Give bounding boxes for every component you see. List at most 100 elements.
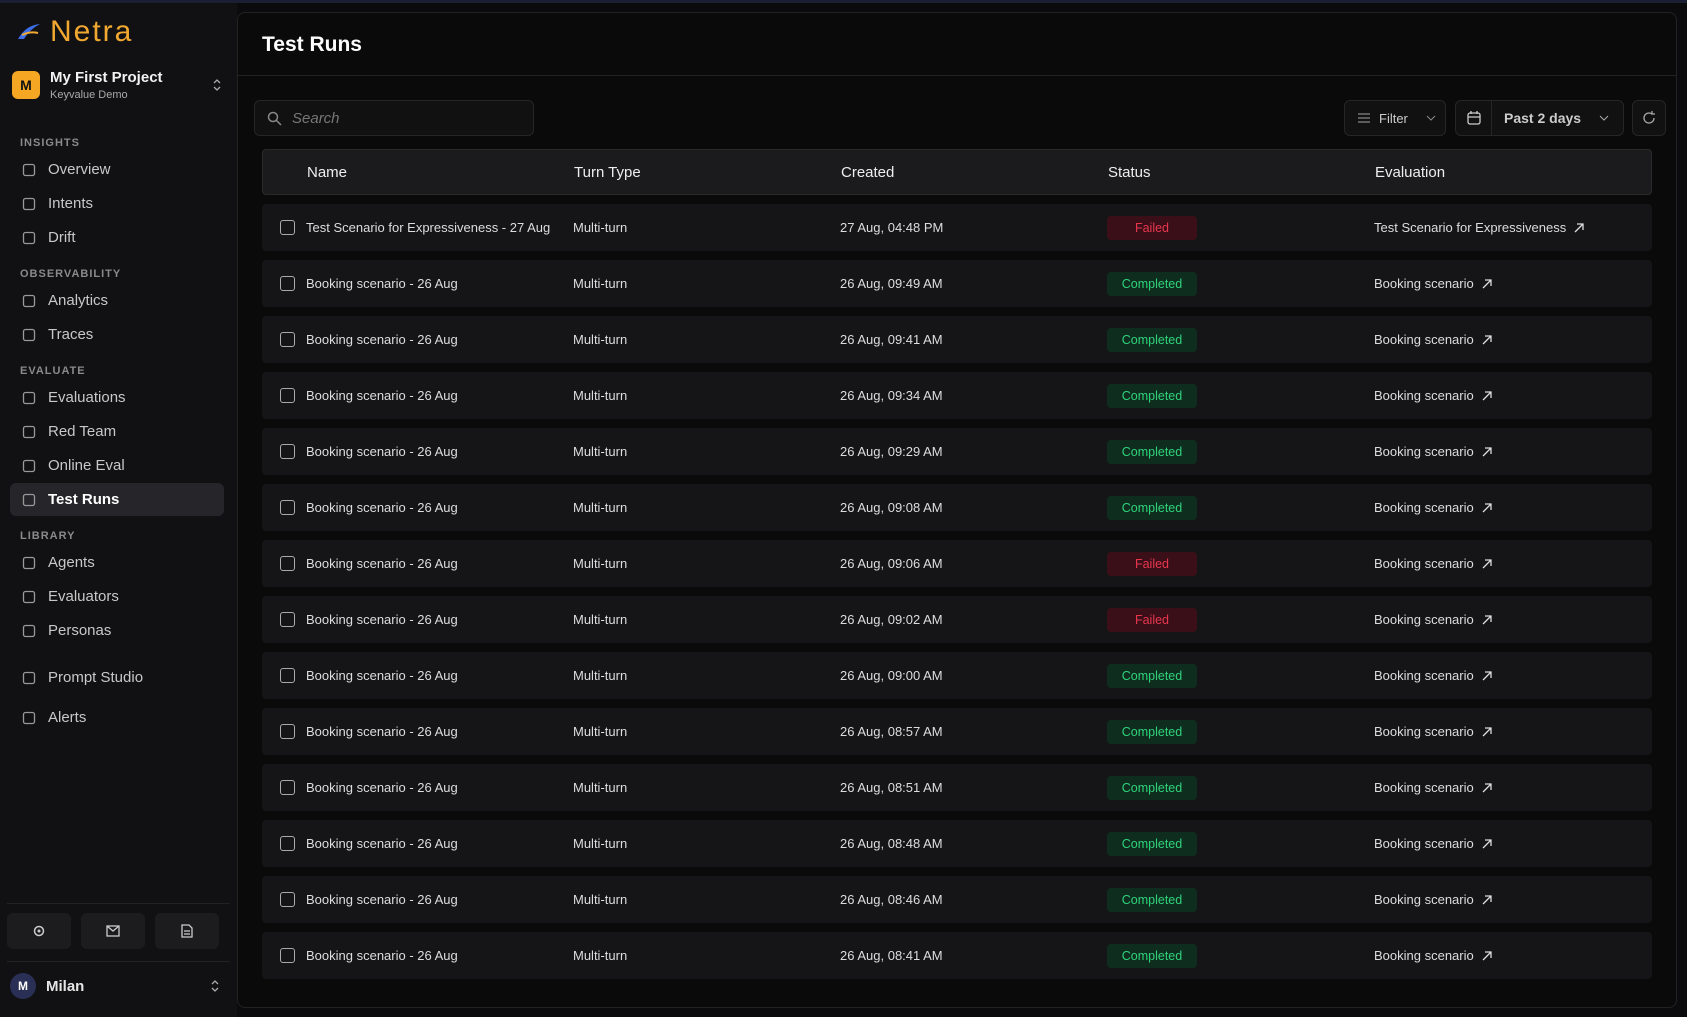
mail-button[interactable] <box>81 913 145 949</box>
name-cell: Booking scenario - 26 Aug <box>306 724 458 739</box>
checkbox[interactable] <box>280 556 295 571</box>
project-switcher[interactable]: M My First Project Keyvalue Demo <box>12 69 222 101</box>
table-row[interactable]: Booking scenario - 26 Aug Multi-turn 26 Au… <box>262 764 1652 811</box>
table-header: Name Turn Type Created Status Evaluation <box>262 149 1652 195</box>
evaluation-cell: Booking scenario <box>1374 836 1652 851</box>
checkbox[interactable] <box>280 444 295 459</box>
checkbox-cell <box>262 724 306 739</box>
nav-label: Intents <box>48 195 94 212</box>
status-badge: Completed <box>1107 831 1197 856</box>
checkbox[interactable] <box>280 220 295 235</box>
nav-item[interactable]: Analytics <box>10 284 224 317</box>
user-menu[interactable]: M Milan <box>10 973 220 999</box>
checkbox[interactable] <box>280 388 295 403</box>
nav-item[interactable]: Prompt Studio <box>10 661 224 694</box>
created-cell: 26 Aug, 09:34 AM <box>840 388 943 403</box>
table-row[interactable]: Booking scenario - 26 Aug Multi-turn 26 Au… <box>262 596 1652 643</box>
evaluation-link[interactable]: Booking scenario <box>1374 276 1474 291</box>
nav-icon <box>22 163 36 176</box>
table-row[interactable]: Booking scenario - 26 Aug Multi-turn 26 Au… <box>262 484 1652 531</box>
date-range-picker[interactable]: Past 2 days <box>1455 100 1624 136</box>
nav-item[interactable]: Red Team <box>10 415 224 448</box>
evaluation-cell: Booking scenario <box>1374 276 1652 291</box>
nav-heading: OBSERVABILITY <box>20 268 122 280</box>
nav-label: Online Eval <box>48 457 125 474</box>
evaluation-link[interactable]: Booking scenario <box>1374 948 1474 963</box>
checkbox-cell <box>262 276 306 291</box>
table-row[interactable]: Booking scenario - 26 Aug Multi-turn 26 Au… <box>262 428 1652 475</box>
status-badge: Completed <box>1107 439 1197 464</box>
status-cell: Completed <box>1107 943 1374 968</box>
nav-item[interactable]: Agents <box>10 546 224 579</box>
nav-item[interactable]: Traces <box>10 318 224 351</box>
project-avatar: M <box>12 71 40 99</box>
refresh-button[interactable] <box>1632 100 1666 136</box>
evaluation-link[interactable]: Booking scenario <box>1374 500 1474 515</box>
table-row[interactable]: Booking scenario - 26 Aug Multi-turn 26 Au… <box>262 540 1652 587</box>
checkbox[interactable] <box>280 612 295 627</box>
nav-item[interactable]: Intents <box>10 187 224 220</box>
table-row[interactable]: Booking scenario - 26 Aug Multi-turn 26 Au… <box>262 876 1652 923</box>
evaluation-link[interactable]: Booking scenario <box>1374 444 1474 459</box>
name-cell: Booking scenario - 26 Aug <box>306 444 458 459</box>
search-input[interactable]: Search <box>254 100 534 136</box>
checkbox[interactable] <box>280 724 295 739</box>
filter-button[interactable]: Filter <box>1344 100 1446 136</box>
table-row[interactable]: Test Scenario for Expressiveness - 27 Au… <box>262 204 1652 251</box>
table-row[interactable]: Booking scenario - 26 Aug Multi-turn 26 Au… <box>262 932 1652 979</box>
status-badge: Completed <box>1107 271 1197 296</box>
checkbox[interactable] <box>280 836 295 851</box>
checkbox[interactable] <box>280 500 295 515</box>
nav-item[interactable]: Online Eval <box>10 449 224 482</box>
evaluation-link[interactable]: Test Scenario for Expressiveness <box>1374 220 1567 235</box>
nav-heading: LIBRARY <box>20 530 76 542</box>
table-row[interactable]: Booking scenario - 26 Aug Multi-turn 26 Au… <box>262 708 1652 755</box>
nav-item[interactable]: Evaluators <box>10 580 224 613</box>
evaluation-link[interactable]: Booking scenario <box>1374 668 1474 683</box>
column-header: Created <box>841 163 895 181</box>
evaluation-link[interactable]: Booking scenario <box>1374 780 1474 795</box>
nav-icon <box>22 671 36 684</box>
evaluation-link[interactable]: Booking scenario <box>1374 724 1474 739</box>
checkbox[interactable] <box>280 276 295 291</box>
evaluation-link[interactable]: Booking scenario <box>1374 556 1474 571</box>
table-row[interactable]: Booking scenario - 26 Aug Multi-turn 26 Au… <box>262 372 1652 419</box>
nav-item[interactable]: Drift <box>10 221 224 254</box>
evaluation-link[interactable]: Booking scenario <box>1374 892 1474 907</box>
created-cell: 26 Aug, 09:29 AM <box>840 444 943 459</box>
nav-item[interactable]: Alerts <box>10 701 224 734</box>
nav-item[interactable]: Test Runs <box>10 483 224 516</box>
divider <box>7 903 230 904</box>
external-link-icon <box>1482 894 1492 904</box>
table-row[interactable]: Booking scenario - 26 Aug Multi-turn 26 Au… <box>262 260 1652 307</box>
nav-label: Evaluators <box>48 588 119 605</box>
nav-icon <box>22 391 36 404</box>
table-row[interactable]: Booking scenario - 26 Aug Multi-turn 26 Au… <box>262 652 1652 699</box>
checkbox[interactable] <box>280 948 295 963</box>
checkbox[interactable] <box>280 668 295 683</box>
created-cell: 26 Aug, 09:02 AM <box>840 612 943 627</box>
name-cell: Booking scenario - 26 Aug <box>306 556 458 571</box>
status-badge: Completed <box>1107 327 1197 352</box>
nav-item[interactable]: Overview <box>10 153 224 186</box>
checkbox[interactable] <box>280 892 295 907</box>
evaluation-link[interactable]: Booking scenario <box>1374 388 1474 403</box>
evaluation-link[interactable]: Booking scenario <box>1374 836 1474 851</box>
table-row[interactable]: Booking scenario - 26 Aug Multi-turn 26 Au… <box>262 820 1652 867</box>
nav-extra: Prompt Studio Alerts <box>10 661 224 734</box>
turn-type-cell: Multi-turn <box>573 276 628 291</box>
checkbox-cell <box>262 556 306 571</box>
nav-item[interactable]: Personas <box>10 614 224 647</box>
checkbox[interactable] <box>280 332 295 347</box>
checkbox-cell <box>262 668 306 683</box>
column-header: Status <box>1108 163 1151 181</box>
table-row[interactable]: Booking scenario - 26 Aug Multi-turn 26 Au… <box>262 316 1652 363</box>
docs-button[interactable] <box>155 913 219 949</box>
nav-icon <box>22 590 36 603</box>
external-link-icon <box>1482 502 1492 512</box>
evaluation-link[interactable]: Booking scenario <box>1374 612 1474 627</box>
evaluation-link[interactable]: Booking scenario <box>1374 332 1474 347</box>
checkbox[interactable] <box>280 780 295 795</box>
settings-button[interactable] <box>7 913 71 949</box>
nav-item[interactable]: Evaluations <box>10 381 224 414</box>
